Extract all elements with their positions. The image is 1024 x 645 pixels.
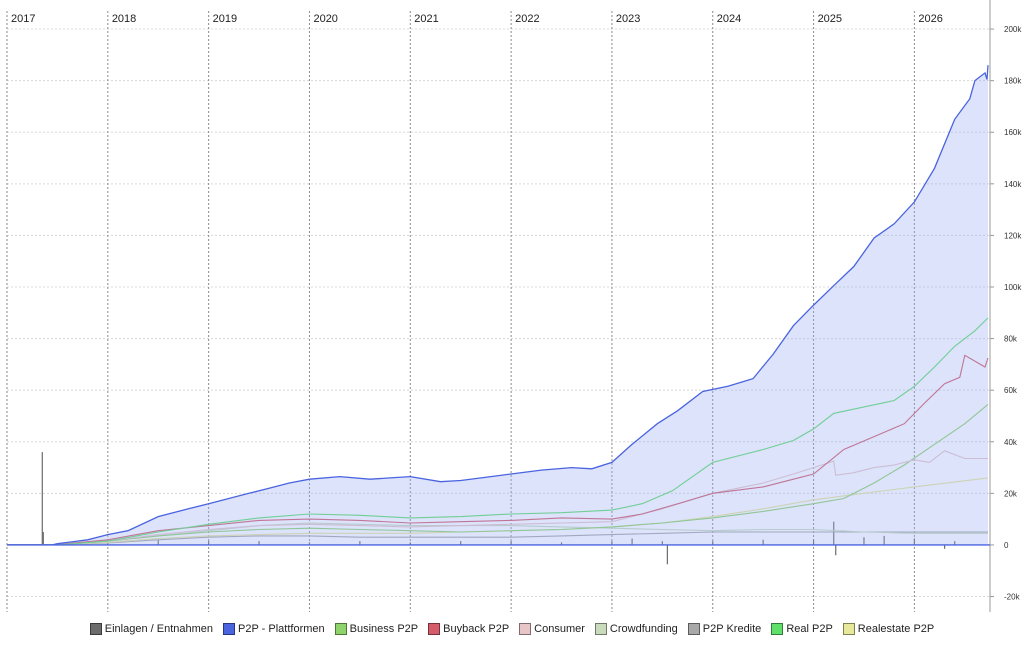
legend-item[interactable]: Crowdfunding [594,623,678,635]
y-tick-label: 140k [1004,180,1022,189]
legend-item[interactable]: Business P2P [334,623,419,635]
series-line [7,403,989,546]
y-tick-label: 0 [1004,541,1009,550]
legend-swatch [334,623,347,635]
y-tick-label: 200k [1004,25,1022,34]
legend-item[interactable]: P2P - Plattformen [223,623,325,635]
y-tick-label: 20k [1004,489,1018,498]
y-tick-label: 80k [1004,335,1018,344]
legend-label: Real P2P [786,623,833,635]
y-tick-label: 180k [1004,77,1022,86]
legend-item[interactable]: Buyback P2P [428,623,509,635]
legend-swatch [842,623,855,635]
legend-item[interactable]: Realestate P2P [842,623,935,635]
y-tick-label: 60k [1004,386,1018,395]
y-tick-label: 40k [1004,438,1018,447]
legend-swatch [687,623,700,635]
legend-swatch [594,623,607,635]
legend-label: Einlagen / Entnahmen [104,623,214,635]
x-tick-label: 2021 [414,13,438,25]
series-line [7,531,988,546]
x-tick-label: 2026 [918,13,942,25]
legend-swatch [428,623,441,635]
legend-item[interactable]: Real P2P [771,623,833,635]
series-line [7,65,989,546]
x-tick-label: 2022 [515,13,539,25]
y-tick-label: 160k [1004,128,1022,137]
chart-legend: Einlagen / Entnahmen P2P - Plattformen Bus… [0,619,1024,639]
legend-label: Buyback P2P [443,623,510,635]
x-tick-label: 2017 [11,13,35,25]
legend-item[interactable]: Einlagen / Entnahmen [89,623,214,635]
legend-label: Business P2P [349,623,419,635]
legend-label: Crowdfunding [609,623,678,635]
legend-label: Consumer [534,623,585,635]
legend-swatch [771,623,784,635]
legend-item[interactable]: Consumer [519,623,585,635]
legend-swatch [223,623,236,635]
x-tick-label: 2018 [112,13,136,25]
x-tick-label: 2023 [616,13,640,25]
series-line [7,317,989,546]
legend-label: Realestate P2P [857,623,935,635]
series-line [7,450,988,546]
legend-label: P2P - Plattformen [238,623,325,635]
x-tick-label: 2019 [213,13,237,25]
x-tick-label: 2020 [313,13,337,25]
legend-label: P2P Kredite [702,623,762,635]
y-tick-label: 100k [1004,283,1022,292]
legend-swatch [519,623,532,635]
x-tick-label: 2024 [717,13,741,25]
legend-item[interactable]: P2P Kredite [687,623,762,635]
area-fill [7,65,988,545]
x-tick-label: 2025 [818,13,842,25]
y-tick-label: -20k [1004,593,1021,602]
legend-swatch [89,623,102,635]
y-tick-label: 120k [1004,231,1022,240]
